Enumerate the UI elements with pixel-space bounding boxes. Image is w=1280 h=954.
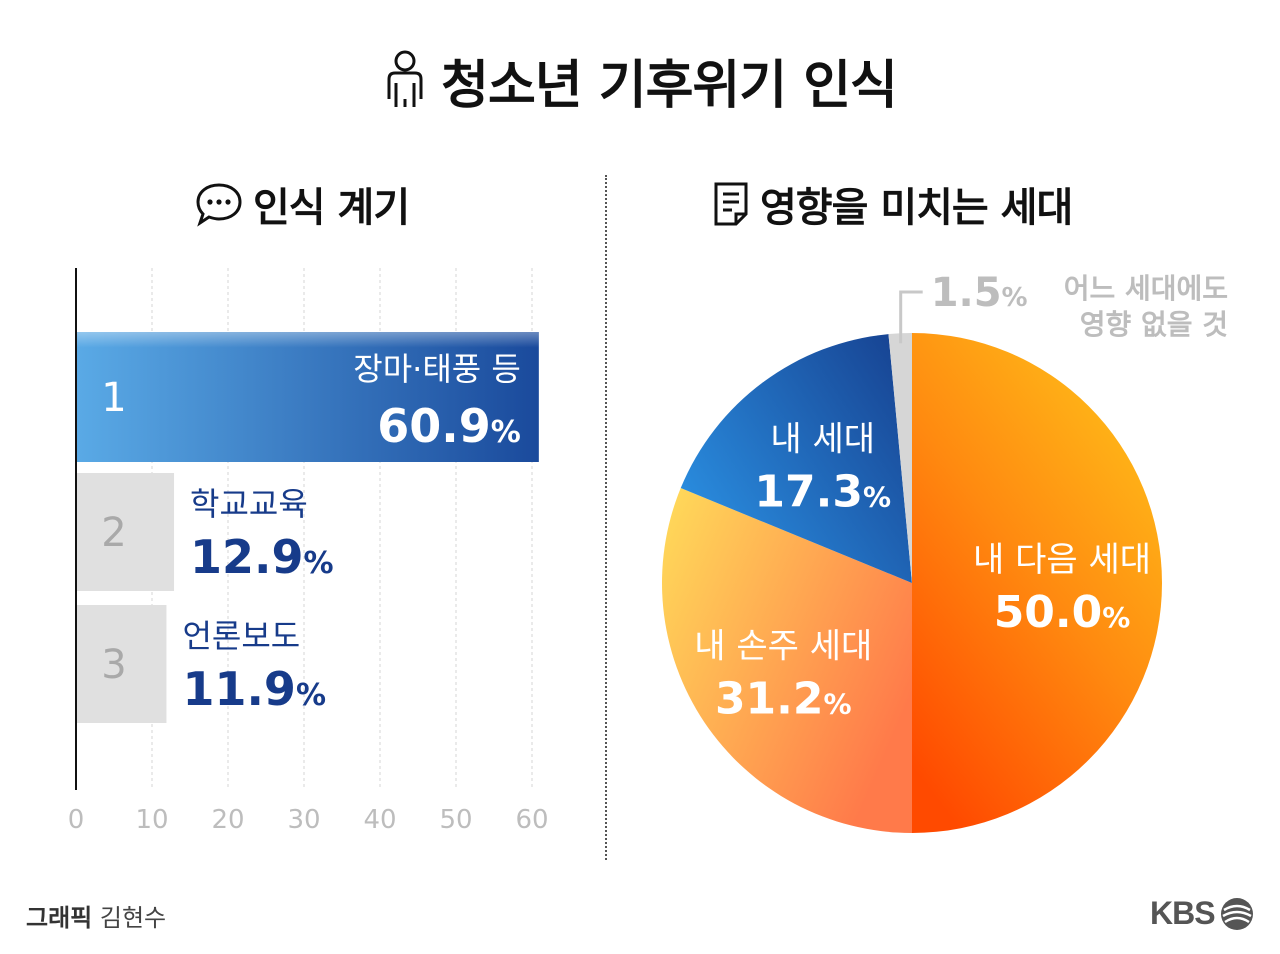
- bar: [76, 605, 167, 723]
- bar-value-number: 12.9: [190, 530, 303, 584]
- pie-value-unit: %: [1002, 283, 1028, 313]
- left-section-title: 인식 계기: [253, 185, 410, 231]
- pie-slice-label: 어느 세대에도: [1064, 272, 1228, 305]
- x-tick-label: 60: [515, 805, 548, 835]
- bar: [76, 473, 175, 591]
- bar-value-label: 11.9%: [182, 662, 326, 716]
- section-divider: [605, 175, 607, 860]
- pie-slice: [888, 333, 912, 583]
- pie-value-unit: %: [863, 480, 891, 513]
- bar-value-label: 12.9%: [190, 530, 334, 584]
- document-icon: [714, 182, 748, 226]
- bar-category-label: 장마·태풍 등: [353, 350, 521, 388]
- pie-slice-value: 31.2%: [715, 673, 852, 724]
- pie-slice-value: 17.3%: [754, 466, 891, 517]
- bar-rank: 3: [101, 642, 126, 688]
- pie-value-unit: %: [824, 687, 852, 720]
- kbs-logo-icon: [1220, 897, 1253, 930]
- right-section-title: 영향을 미치는 세대: [760, 185, 1073, 231]
- pie-slice-label: 내 세대: [770, 419, 875, 459]
- bar-value-label: 60.9%: [377, 399, 521, 453]
- pie-value-number: 17.3: [754, 466, 863, 517]
- pie-leader-line: [899, 290, 923, 344]
- pie-slice-value: 50.0%: [994, 587, 1131, 638]
- pie-slice: [912, 333, 1162, 833]
- x-tick-label: 10: [135, 805, 168, 835]
- pie-slice-label: 내 다음 세대: [973, 540, 1151, 580]
- chart-title-row: 청소년 기후위기 인식: [0, 40, 1280, 120]
- bar-chart: 1 장마·태풍 등 60.9% 2 학교교육 12.9% 3 언론보도 11.9% 0 10 20 3…: [68, 268, 549, 835]
- bar-highlight: [76, 332, 539, 462]
- logo-text: KBS: [1150, 895, 1216, 931]
- bar-rank: 1: [101, 375, 126, 421]
- left-section-title-row: 인식 계기: [195, 175, 410, 233]
- bar-value-number: 60.9: [377, 399, 491, 453]
- credit-label: 그래픽: [26, 904, 93, 932]
- person-icon: [387, 50, 423, 107]
- pie-slice-value: 1.5%: [931, 270, 1028, 316]
- x-tick-label: 40: [363, 805, 396, 835]
- graphic-credit: 그래픽 김현수: [26, 898, 166, 933]
- speech-bubble-icon: [196, 183, 242, 227]
- pie-value-number: 31.2: [715, 673, 824, 724]
- x-tick-label: 50: [439, 805, 472, 835]
- bar-category-label: 학교교육: [190, 485, 308, 523]
- x-tick-label: 20: [211, 805, 244, 835]
- credit-name: 김현수: [99, 904, 167, 932]
- pie-slice: [680, 334, 912, 583]
- bar-value-number: 11.9: [182, 662, 296, 716]
- x-tick-label: 0: [68, 805, 85, 835]
- right-section-title-row: 영향을 미치는 세대: [712, 175, 1073, 233]
- bar-value-unit: %: [296, 678, 326, 713]
- pie-value-number: 50.0: [994, 587, 1103, 638]
- pie-value-number: 1.5: [931, 270, 1002, 316]
- pie-value-unit: %: [1102, 601, 1130, 634]
- x-tick-label: 30: [287, 805, 320, 835]
- bar-category-label: 언론보도: [182, 617, 300, 655]
- bar-value-unit: %: [491, 415, 521, 450]
- bar-value-unit: %: [304, 546, 334, 581]
- bar-rank: 2: [101, 510, 126, 556]
- kbs-logo: KBS: [1150, 895, 1255, 932]
- pie-slice-label: 영향 없을 것: [1080, 308, 1228, 341]
- pie-slice-label: 내 손주 세대: [694, 626, 872, 666]
- pie-slice: [662, 488, 912, 833]
- chart-title: 청소년 기후위기 인식: [441, 55, 898, 116]
